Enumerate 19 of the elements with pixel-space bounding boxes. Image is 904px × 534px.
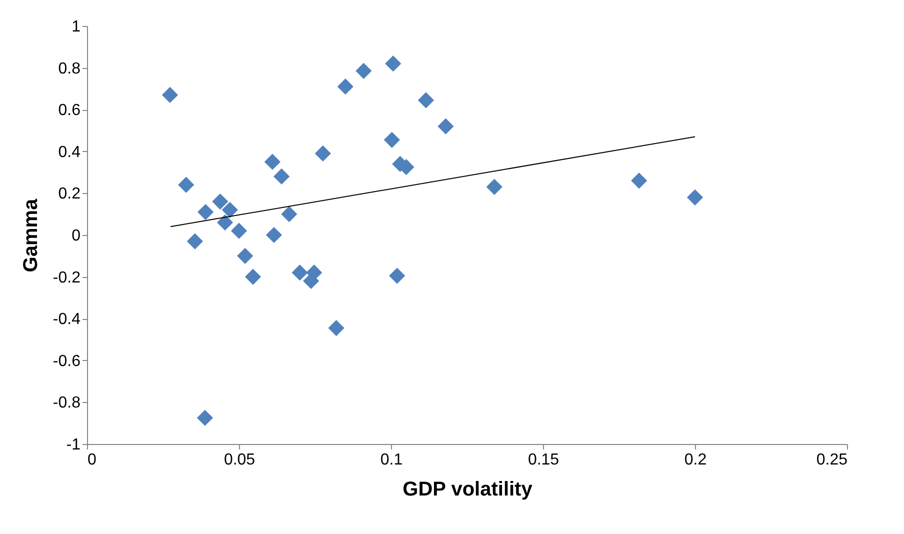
y-tick-label: 0.6	[58, 102, 81, 120]
x-tick-label: 0.05	[224, 452, 256, 468]
y-tick-label: -0.6	[52, 352, 81, 370]
x-tick-label: 0.25	[816, 452, 848, 468]
x-tick-label: 0.1	[380, 452, 403, 468]
x-axis-title: GDP volatility	[402, 478, 534, 500]
y-tick-label: -0.2	[52, 269, 81, 286]
y-tick-label: 1	[72, 18, 81, 36]
x-tick-label: 0	[88, 452, 96, 468]
y-tick-label: -0.4	[52, 311, 81, 328]
y-tick-label: -1	[66, 436, 81, 454]
y-tick-label: 0.4	[58, 144, 81, 161]
y-axis-title: Gamma	[20, 198, 42, 272]
y-tick-label: 0.8	[58, 60, 81, 78]
y-tick-label: -0.8	[52, 394, 81, 412]
y-tick-label: 0.2	[58, 186, 81, 203]
x-tick-label: 0.15	[528, 452, 560, 468]
y-tick-label: 0	[72, 228, 81, 244]
x-tick-label: 0.2	[684, 452, 707, 468]
